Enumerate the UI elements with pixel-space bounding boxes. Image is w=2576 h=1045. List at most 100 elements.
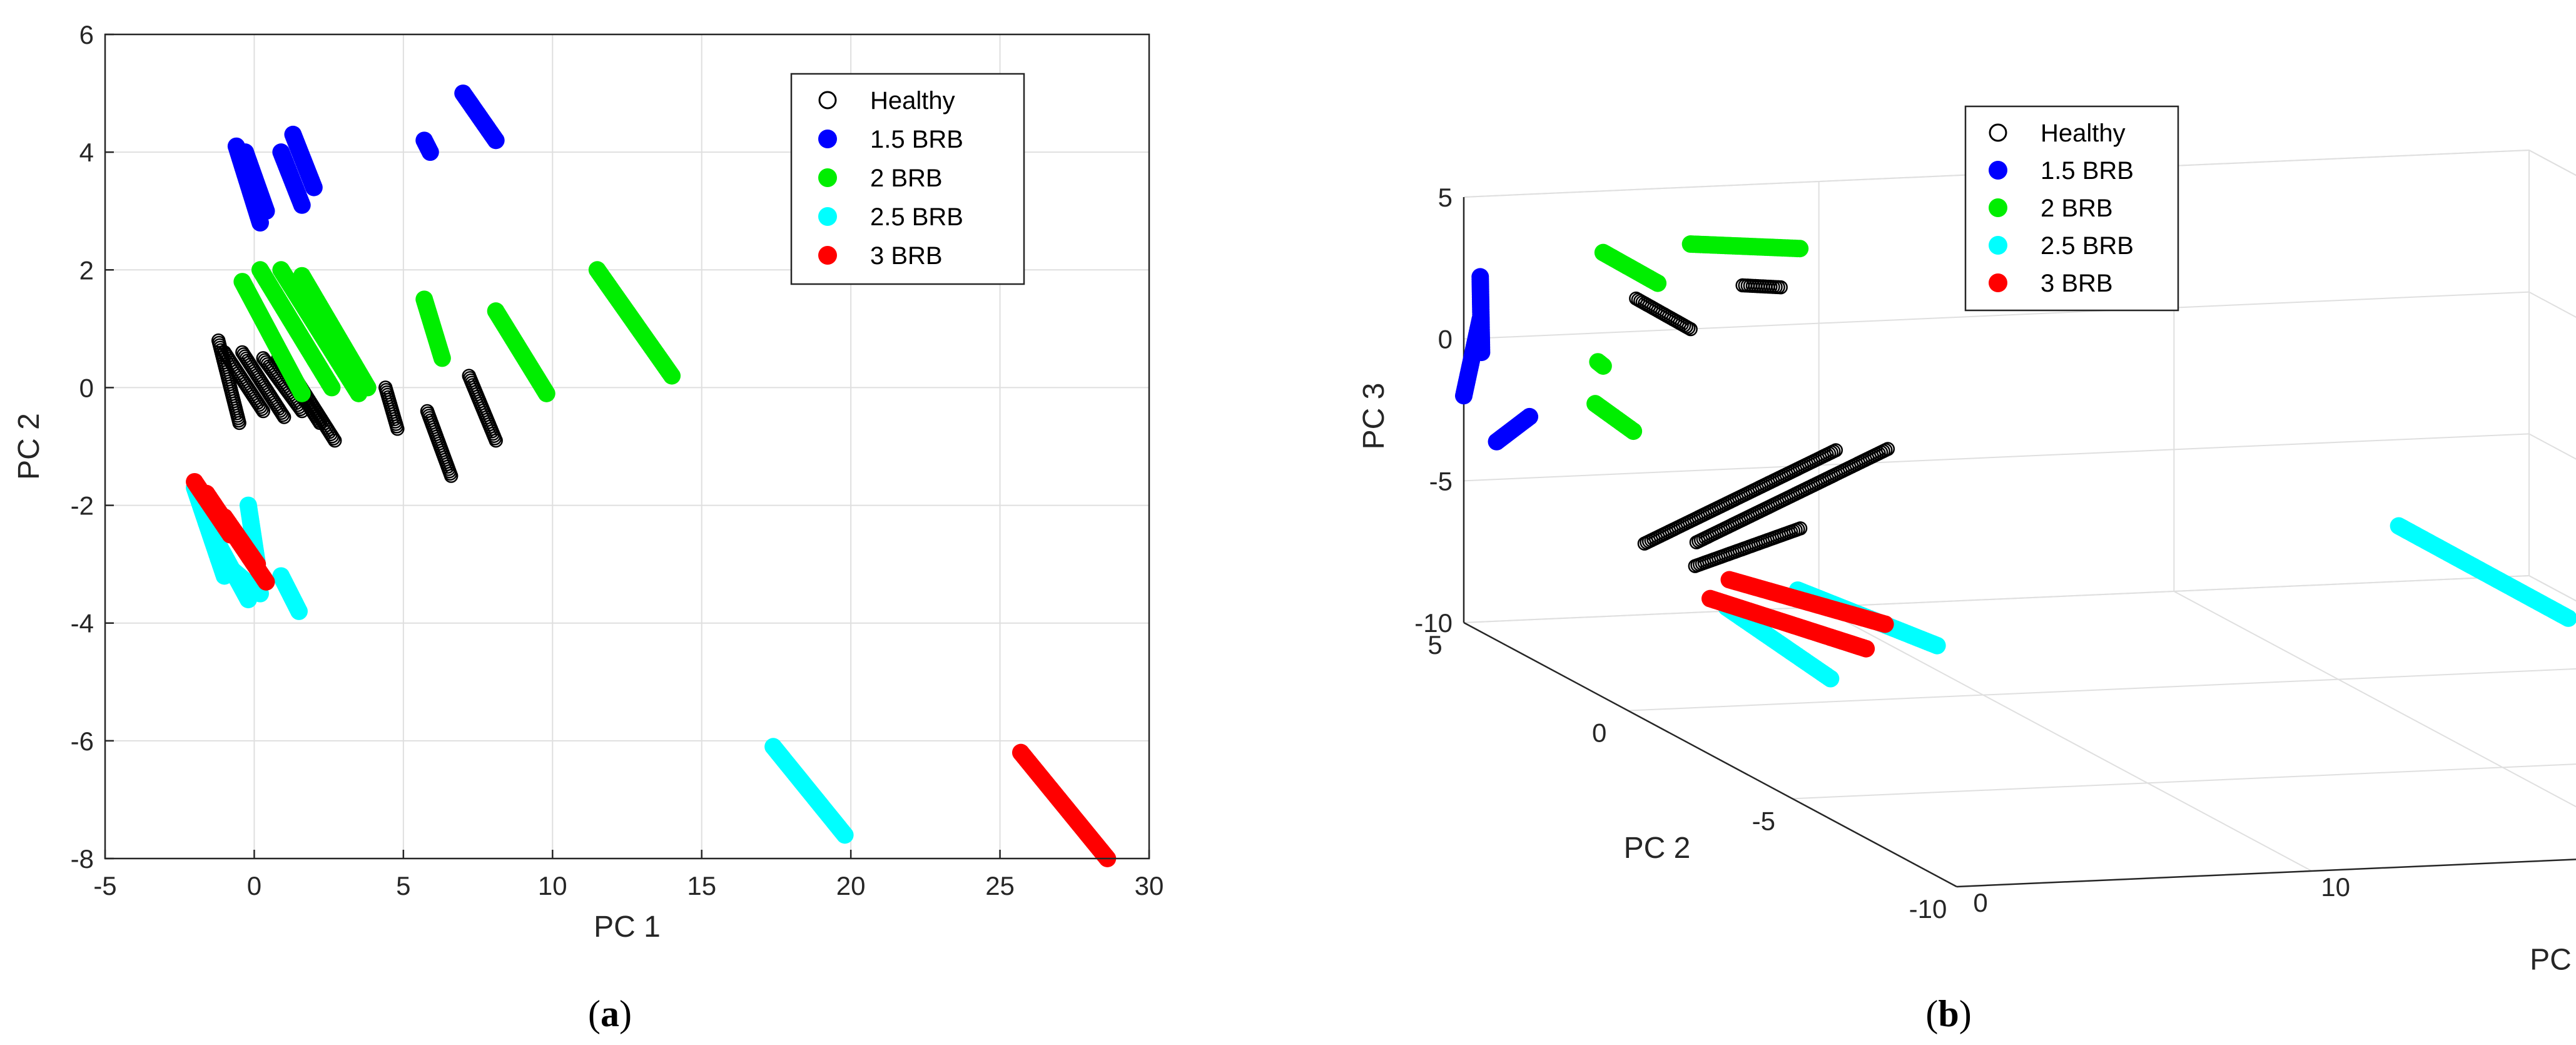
data-point <box>305 178 323 196</box>
data-point <box>232 415 246 431</box>
series-2-brb <box>1586 235 1809 441</box>
caption-a: (a) <box>588 993 632 1034</box>
floor-gridline <box>2173 591 2576 808</box>
floor-gridline <box>1818 606 2313 872</box>
data-point <box>1793 521 1808 536</box>
series-1-5-brb <box>1455 268 1539 451</box>
data-point <box>248 555 266 573</box>
data-point <box>1857 640 1875 658</box>
data-point <box>327 433 342 448</box>
data-point <box>1880 442 1895 456</box>
legend-label: 3 BRB <box>2041 270 2113 297</box>
y-tick-label: 5 <box>1427 630 1442 660</box>
x-tick-label: 0 <box>247 871 261 900</box>
data-point <box>1928 636 1946 655</box>
data-point <box>1681 320 1696 335</box>
legend-marker <box>818 91 837 110</box>
legend-marker <box>818 130 837 148</box>
legend-label: 2 BRB <box>2041 195 2113 222</box>
legend-marker <box>1989 198 2007 217</box>
caption-a-letter: a <box>601 993 619 1034</box>
data-point <box>253 400 268 414</box>
data-point <box>293 384 311 402</box>
data-point <box>1488 432 1506 451</box>
legend-marker <box>818 207 837 226</box>
legend-marker <box>1989 273 2007 292</box>
side-wall-gridline <box>2528 433 2576 460</box>
data-point <box>1683 322 1698 337</box>
x-axis-label: PC 1 <box>594 910 661 944</box>
floor-gridline <box>1792 763 2576 800</box>
side-wall-gridline <box>2528 150 2576 176</box>
y-tick-label: -10 <box>1909 894 1947 924</box>
data-point <box>836 826 854 844</box>
z-tick-label: -10 <box>1414 608 1453 638</box>
data-point <box>326 431 341 446</box>
legend-label: 2.5 BRB <box>870 203 963 231</box>
legend-label: 2 BRB <box>870 165 943 192</box>
data-point <box>1791 240 1809 258</box>
floor-gridline <box>1628 668 2576 711</box>
data-point <box>1828 443 1843 457</box>
series-1-5-brb <box>227 84 505 232</box>
data-point <box>489 433 503 448</box>
data-point <box>421 143 439 161</box>
data-point <box>1473 344 1491 362</box>
series-3-brb <box>1701 571 1894 658</box>
legend-marker <box>1989 236 2007 255</box>
legend-label: 1.5 BRB <box>2041 157 2134 185</box>
y-tick-label: 0 <box>79 373 94 402</box>
legend-marker <box>1989 123 2007 142</box>
x-tick-label: 10 <box>538 871 567 900</box>
data-point <box>1649 274 1667 292</box>
y-tick-label: -4 <box>71 609 94 638</box>
x-tick-label: -5 <box>93 871 116 900</box>
y-tick-label: -5 <box>1752 806 1775 835</box>
data-point <box>433 349 451 367</box>
data-point <box>358 379 377 397</box>
x-tick-label: 5 <box>396 871 410 900</box>
series-2-brb <box>233 261 681 402</box>
data-point <box>257 573 275 591</box>
data-point <box>276 410 292 424</box>
legend-label: 3 BRB <box>870 242 943 270</box>
panel-a-chart: -5 0 5 10 15 20 25 30 -8 -6 -4 -2 0 2 4 6 PC 1 PC 2 Health… <box>13 20 1164 944</box>
x-axis-label: PC 1 <box>2530 944 2576 977</box>
caption-b: (b) <box>1925 993 1971 1034</box>
x-tick-label: 0 <box>1973 888 1987 917</box>
z-tick-label: 5 <box>1438 183 1453 212</box>
y-tick-label: 2 <box>79 255 94 285</box>
y-tick-label: 0 <box>1592 718 1606 748</box>
back-wall-gridline <box>1463 575 2530 623</box>
wall-edge <box>2528 150 2576 176</box>
data-point <box>257 202 275 220</box>
data-point <box>537 384 555 402</box>
y-axis-label: PC 2 <box>1624 832 1691 865</box>
y-tick-label: -6 <box>71 726 94 756</box>
data-point <box>275 407 290 422</box>
y-tick-label: -8 <box>71 844 94 874</box>
legend-marker <box>1989 161 2007 180</box>
legend-label: 2.5 BRB <box>2041 232 2134 260</box>
data-point <box>290 602 308 620</box>
z-axis-label: PC 3 <box>1357 383 1391 450</box>
data-point <box>487 131 505 150</box>
y-tick-label: 4 <box>79 138 94 167</box>
y-axis-line <box>1463 621 1957 888</box>
data-point <box>293 196 311 214</box>
y-axis-label: PC 2 <box>13 413 46 480</box>
x-tick-label: 10 <box>2321 872 2350 902</box>
data-point <box>1773 280 1788 295</box>
legend-marker <box>818 168 837 187</box>
caption-b-letter: b <box>1938 993 1959 1034</box>
x-tick-label: 15 <box>687 871 716 900</box>
data-point <box>1822 670 1840 688</box>
legend-marker <box>818 246 837 265</box>
x-tick-label: 25 <box>985 871 1015 900</box>
back-wall-gridline <box>1463 291 2530 340</box>
z-tick-label: 0 <box>1438 325 1453 354</box>
data-point <box>2559 609 2576 627</box>
y-tick-label: -2 <box>71 491 94 521</box>
